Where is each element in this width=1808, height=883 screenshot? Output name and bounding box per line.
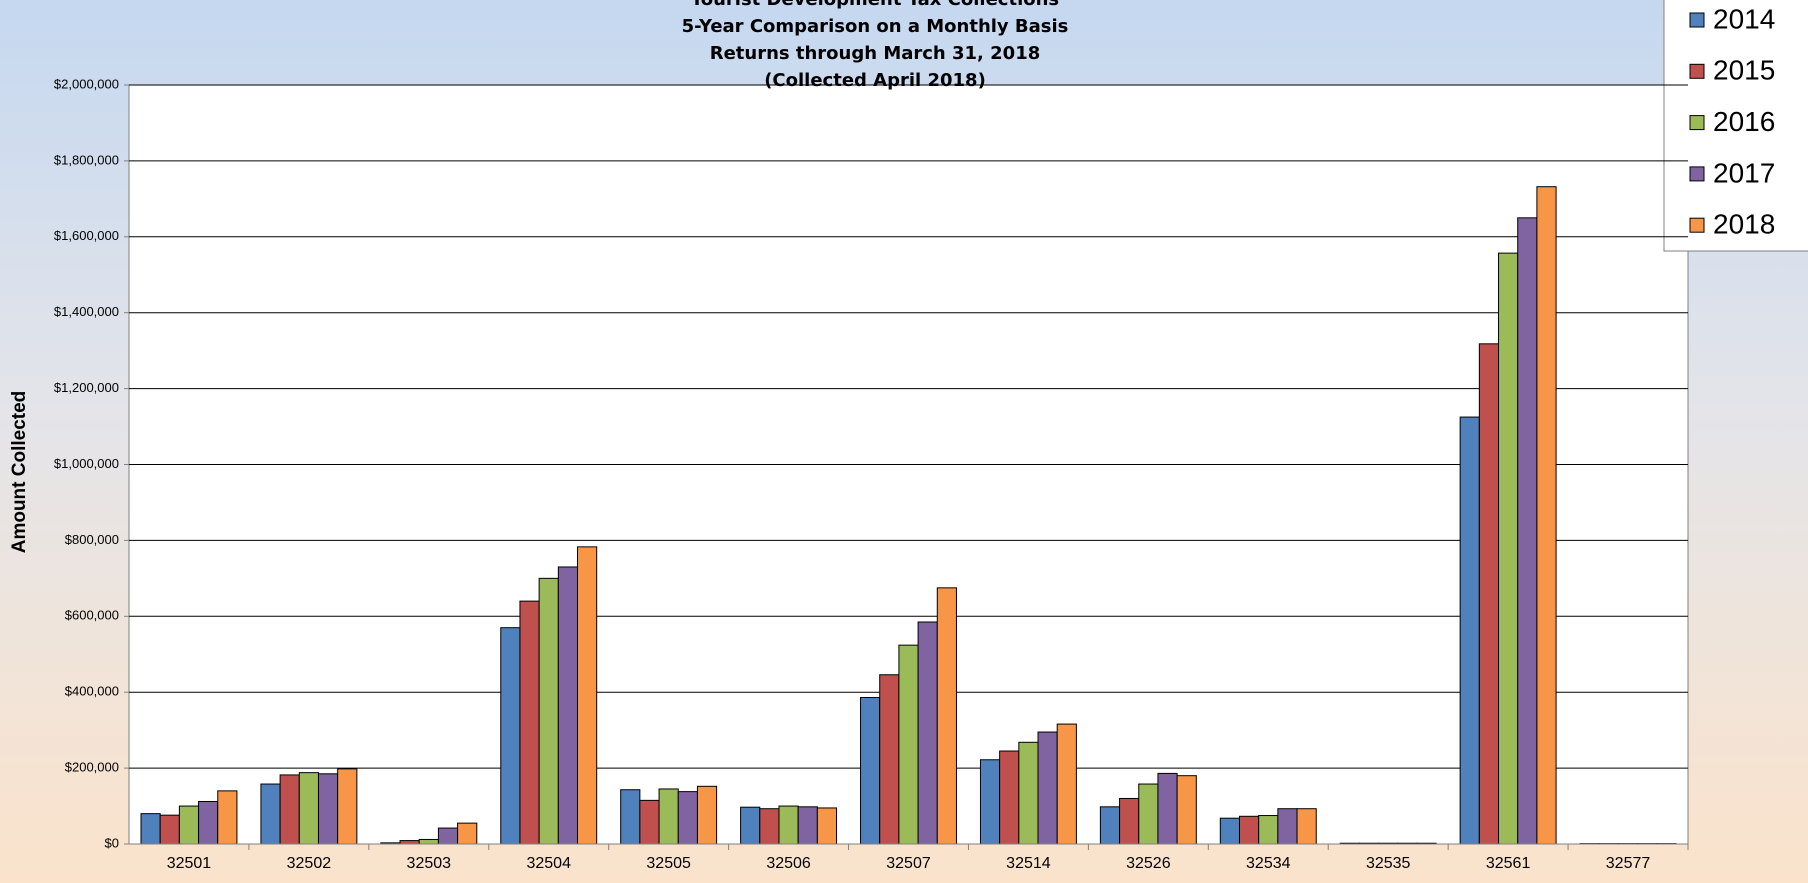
bar xyxy=(696,785,718,845)
bar xyxy=(778,805,799,845)
bar xyxy=(260,783,281,845)
y-tick-label: $2,000,000 xyxy=(54,76,119,91)
legend-label: 2016 xyxy=(1713,106,1775,137)
chart-title: Tourist Development Tax Collections xyxy=(691,0,1059,10)
legend xyxy=(1663,0,1808,252)
legend-label: 2018 xyxy=(1713,209,1775,240)
bar xyxy=(217,790,238,845)
bar xyxy=(198,800,219,845)
bar xyxy=(1517,217,1538,845)
x-tick-label: 32505 xyxy=(646,855,691,872)
bar xyxy=(620,789,641,845)
bar xyxy=(639,799,660,845)
legend-label: 2015 xyxy=(1713,55,1775,86)
bar xyxy=(1459,416,1480,845)
bar xyxy=(140,813,161,845)
bar xyxy=(557,566,579,845)
bar xyxy=(1018,741,1039,845)
y-tick-label: $1,400,000 xyxy=(54,304,119,319)
x-tick-label: 32501 xyxy=(167,855,212,872)
bar xyxy=(1478,343,1500,845)
bar xyxy=(879,674,900,845)
chart-title: Returns through March 31, 2018 xyxy=(710,43,1041,64)
bar xyxy=(1138,783,1159,845)
bar xyxy=(860,697,881,845)
x-tick-label: 32535 xyxy=(1366,855,1411,872)
bar xyxy=(399,840,420,845)
x-tick-label: 32502 xyxy=(287,855,332,872)
bar xyxy=(1099,806,1121,845)
bar xyxy=(1277,808,1298,845)
y-tick-label: $1,000,000 xyxy=(54,456,119,471)
bar xyxy=(898,644,919,845)
chart-title: (Collected April 2018) xyxy=(764,70,986,91)
bar xyxy=(740,806,761,845)
y-tick-label: $600,000 xyxy=(65,608,119,623)
bar xyxy=(1219,817,1240,845)
bar xyxy=(999,750,1020,845)
bar xyxy=(538,577,559,845)
x-tick-label: 32507 xyxy=(886,855,931,872)
bar xyxy=(1258,815,1279,845)
bar xyxy=(1238,815,1260,845)
y-tick-label: $0 xyxy=(105,835,119,850)
legend-swatch xyxy=(1689,115,1705,131)
bar xyxy=(298,772,319,845)
y-tick-label: $200,000 xyxy=(65,760,119,775)
bar xyxy=(677,791,698,845)
y-axis-label: Amount Collected xyxy=(9,391,30,554)
bar xyxy=(1176,775,1197,845)
legend-label: 2017 xyxy=(1713,157,1775,188)
x-tick-label: 32503 xyxy=(407,855,452,872)
bar xyxy=(159,814,180,845)
bar xyxy=(797,806,818,845)
y-tick-label: $1,800,000 xyxy=(54,152,119,167)
legend-swatch xyxy=(1689,12,1705,28)
x-tick-label: 32514 xyxy=(1006,855,1051,872)
bar xyxy=(317,773,339,845)
bar xyxy=(816,807,838,845)
bar xyxy=(1037,731,1058,845)
bar xyxy=(437,827,459,845)
chart-title: 5-Year Comparison on a Monthly Basis xyxy=(682,16,1069,37)
bar xyxy=(1157,772,1178,845)
x-tick-label: 32504 xyxy=(526,855,571,872)
x-tick-label: 32534 xyxy=(1246,855,1291,872)
bar xyxy=(337,768,358,845)
x-tick-label: 32577 xyxy=(1606,855,1651,872)
bar xyxy=(759,808,780,845)
x-tick-label: 32561 xyxy=(1486,855,1531,872)
bar xyxy=(1119,797,1140,845)
bar xyxy=(917,621,938,845)
bar xyxy=(1056,723,1077,845)
bar xyxy=(178,805,200,845)
bar xyxy=(500,627,521,845)
legend-label: 2014 xyxy=(1713,3,1775,34)
legend-swatch xyxy=(1689,217,1705,233)
bar xyxy=(1296,808,1317,845)
bar xyxy=(418,838,439,845)
bar xyxy=(279,774,300,845)
legend-swatch xyxy=(1689,166,1705,182)
x-tick-label: 32526 xyxy=(1126,855,1171,872)
bar xyxy=(577,546,598,845)
bar xyxy=(457,822,478,845)
bar xyxy=(658,788,679,845)
bar xyxy=(1536,186,1557,845)
legend-swatch xyxy=(1689,63,1705,79)
x-tick-label: 32506 xyxy=(766,855,811,872)
y-tick-label: $1,200,000 xyxy=(54,380,119,395)
y-tick-label: $400,000 xyxy=(65,684,119,699)
bar xyxy=(979,759,1001,845)
y-tick-label: $1,600,000 xyxy=(54,228,119,243)
bar xyxy=(936,587,957,845)
y-tick-label: $800,000 xyxy=(65,532,119,547)
bar xyxy=(519,600,540,845)
bar xyxy=(1498,252,1519,845)
